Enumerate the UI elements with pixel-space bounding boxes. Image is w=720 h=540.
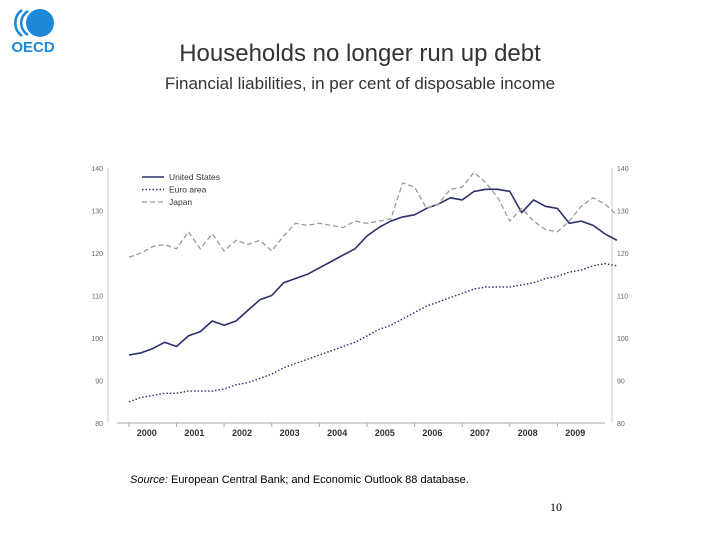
x-tick-label: 2000 xyxy=(137,428,157,438)
x-tick-label: 2007 xyxy=(470,428,490,438)
page-number: 10 xyxy=(550,500,562,514)
series-line-united-states xyxy=(128,188,618,356)
y-tick-label-right: 80 xyxy=(617,421,625,428)
x-tick-label: 2002 xyxy=(232,428,252,438)
y-tick-label-right: 100 xyxy=(617,336,629,343)
y-tick-label-left: 90 xyxy=(95,379,103,386)
source-note: Source: European Central Bank; and Econo… xyxy=(130,474,469,486)
oecd-logo: OECD xyxy=(11,8,55,56)
x-tick-label: 2008 xyxy=(518,428,538,438)
legend-label-euro-area: Euro area xyxy=(169,185,207,195)
y-tick-label-right: 140 xyxy=(617,166,629,173)
x-tick-label: 2006 xyxy=(422,428,442,438)
x-tick-label: 2004 xyxy=(327,428,347,438)
x-tick-label: 2001 xyxy=(184,428,204,438)
y-tick-label-left: 100 xyxy=(91,336,103,343)
y-tick-label-right: 110 xyxy=(617,294,628,301)
y-tick-label-right: 90 xyxy=(617,379,625,386)
y-tick-label-left: 130 xyxy=(91,209,103,216)
y-tick-label-right: 130 xyxy=(617,209,629,216)
y-tick-label-right: 120 xyxy=(617,251,629,258)
source-label: Source: xyxy=(130,474,168,486)
series-line-japan xyxy=(128,171,618,258)
y-tick-label-left: 80 xyxy=(95,421,103,428)
page-subtitle: Financial liabilities, in per cent of di… xyxy=(164,74,556,93)
source-text: European Central Bank; and Economic Outl… xyxy=(167,474,469,486)
x-tick-label: 2005 xyxy=(375,428,395,438)
legend-label-japan: Japan xyxy=(169,197,192,207)
x-tick-label: 2009 xyxy=(565,428,585,438)
y-tick-label-left: 140 xyxy=(91,166,103,173)
legend-label-united-states: United States xyxy=(169,172,220,182)
page-title: Households no longer run up debt xyxy=(179,40,541,67)
x-tick-label: 2003 xyxy=(280,428,300,438)
series-line-euro-area xyxy=(128,262,618,403)
oecd-logo-text: OECD xyxy=(11,39,55,56)
y-tick-label-left: 120 xyxy=(91,251,103,258)
y-tick-label-left: 110 xyxy=(92,294,103,301)
